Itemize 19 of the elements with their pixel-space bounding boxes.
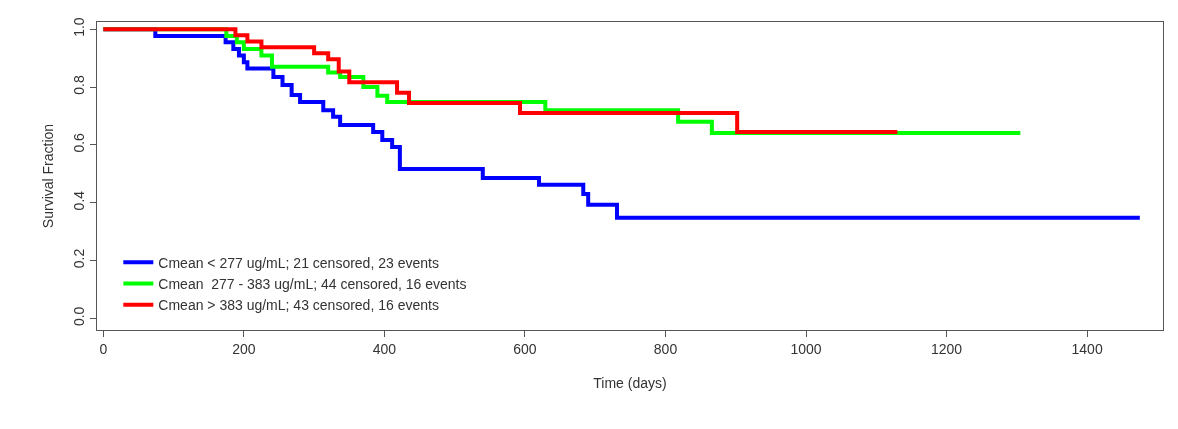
y-axis-title: Survival Fraction [40, 123, 56, 229]
y-tick-label: 1.0 [71, 17, 88, 37]
x-tick-label: 1000 [790, 340, 822, 357]
x-tick-label: 200 [232, 340, 256, 357]
x-tick-label: 400 [372, 340, 397, 357]
y-tick-label: 0.6 [71, 132, 88, 153]
legend-label: Cmean > 383 ug/mL; 43 censored, 16 events [158, 297, 439, 314]
x-tick-label: 1200 [930, 340, 963, 357]
x-tick-label: 600 [513, 340, 537, 357]
y-tick-label: 0.4 [71, 190, 88, 211]
x-tick-label: 800 [653, 340, 678, 357]
x-axis-title: Time (days) [593, 375, 667, 392]
x-tick-label: 1400 [1071, 340, 1103, 357]
legend-label: Cmean 277 - 383 ug/mL; 44 censored, 16 events [158, 276, 467, 293]
x-tick-label: 0 [99, 340, 108, 357]
y-tick-label: 0.8 [71, 75, 88, 95]
legend-label: Cmean < 277 ug/mL; 21 censored, 23 events [158, 254, 439, 271]
y-tick-label: 0.0 [71, 306, 88, 327]
y-tick-label: 0.2 [71, 248, 88, 269]
